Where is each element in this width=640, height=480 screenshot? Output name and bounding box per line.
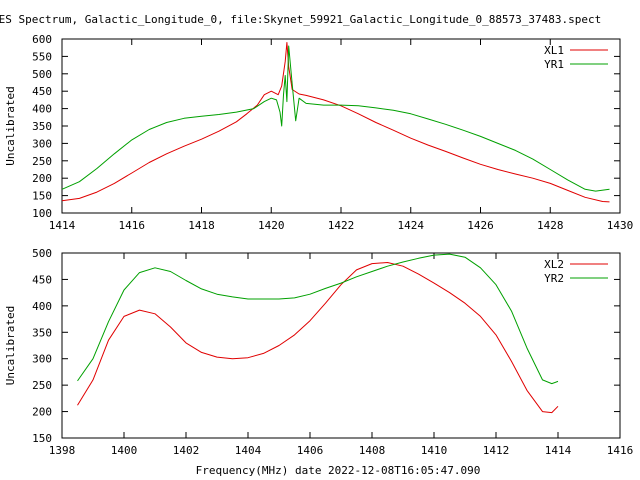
y-tick-label: 300 <box>32 137 52 150</box>
x-tick-label: 1428 <box>537 219 564 232</box>
y-tick-label: 500 <box>32 68 52 81</box>
x-tick-label: 1414 <box>49 219 76 232</box>
y-tick-label: 500 <box>32 247 52 260</box>
series-line-xl1 <box>61 42 610 203</box>
y-tick-label: 300 <box>32 353 52 366</box>
series-line-xl2 <box>77 262 559 414</box>
x-tick-label: 1416 <box>607 444 634 457</box>
x-tick-label: 1430 <box>607 219 634 232</box>
y-tick-label: 350 <box>32 120 52 133</box>
x-tick-label: 1398 <box>49 444 76 457</box>
y-tick-label: 250 <box>32 155 52 168</box>
plot-frame-0 <box>61 38 621 214</box>
x-tick-label: 1416 <box>119 219 146 232</box>
y-tick-label: 150 <box>32 432 52 445</box>
y-tick-label: 100 <box>32 207 52 220</box>
x-tick-label: 1406 <box>297 444 324 457</box>
legend-label-yr1: YR1 <box>544 58 564 71</box>
y-axis-label: Uncalibrated <box>4 86 17 165</box>
y-tick-label: 450 <box>32 85 52 98</box>
x-tick-label: 1402 <box>173 444 200 457</box>
y-tick-label: 350 <box>32 326 52 339</box>
x-axis-footer: Frequency(MHz) date 2022-12-08T16:05:47.… <box>196 464 481 477</box>
y-tick-label: 600 <box>32 33 52 46</box>
plot-frame-1 <box>61 252 621 439</box>
top-spectrum-panel: 100 150 200 250 300 350 400 450 500 550 600 1414 141… <box>4 33 633 232</box>
y-tick-label: 450 <box>32 273 52 286</box>
x-tick-label: 1422 <box>328 219 355 232</box>
series-line-yr2 <box>77 253 559 385</box>
x-tick-label: 1418 <box>188 219 215 232</box>
x-tick-label: 1426 <box>467 219 494 232</box>
legend-label-xl1: XL1 <box>544 44 564 57</box>
legend-label-yr2: YR2 <box>544 272 564 285</box>
x-tick-label: 1414 <box>545 444 572 457</box>
x-tick-label: 1420 <box>258 219 285 232</box>
x-tick-label: 1410 <box>421 444 448 457</box>
y-tick-label: 250 <box>32 379 52 392</box>
y-axis-label: Uncalibrated <box>4 306 17 385</box>
y-tick-label: 200 <box>32 406 52 419</box>
y-tick-label: 150 <box>32 190 52 203</box>
x-tick-label: 1404 <box>235 444 262 457</box>
x-tick-label: 1412 <box>483 444 510 457</box>
bottom-spectrum-panel: 150 200 250 300 350 400 450 500 1398 1400 1402 1404… <box>4 247 633 457</box>
y-tick-label: 550 <box>32 50 52 63</box>
x-tick-label: 1408 <box>359 444 386 457</box>
legend-label-xl2: XL2 <box>544 258 564 271</box>
figure-title: RES Spectrum, Galactic_Longitude_0, file… <box>0 13 601 26</box>
series-line-yr1 <box>61 45 610 192</box>
x-tick-label: 1400 <box>111 444 138 457</box>
y-tick-label: 400 <box>32 103 52 116</box>
y-tick-label: 200 <box>32 172 52 185</box>
y-tick-label: 400 <box>32 300 52 313</box>
x-tick-label: 1424 <box>398 219 425 232</box>
